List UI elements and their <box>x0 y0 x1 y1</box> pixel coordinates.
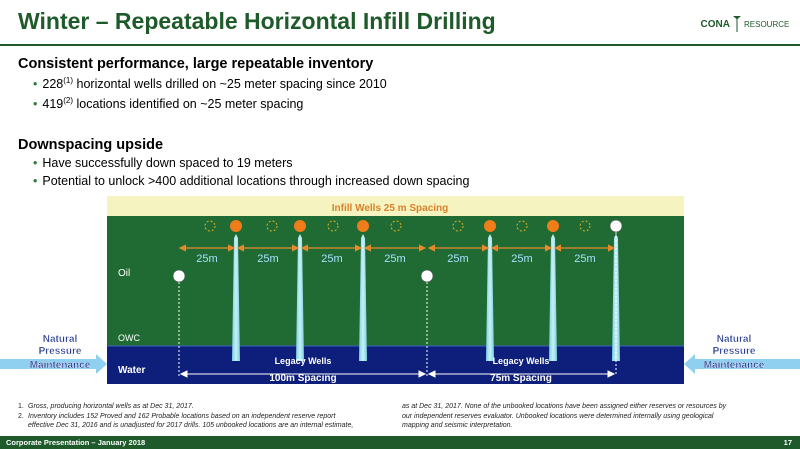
footnote-ref: (1) <box>63 76 74 85</box>
spacing-label: 25m <box>574 253 595 265</box>
bullet-dot-icon: • <box>33 156 38 170</box>
left-side-label-line: Pressure <box>39 346 82 357</box>
spacing-label: 25m <box>447 253 468 265</box>
future-well-icon <box>452 220 464 232</box>
infill-well-icon <box>357 220 369 232</box>
footnote-continuation: mapping and seismic interpretation. <box>402 422 513 429</box>
footnote-1: 1. Gross, producing horizontal wells as a… <box>18 402 378 412</box>
water-zone <box>107 346 684 384</box>
right-side-label-line: Natural <box>717 334 752 345</box>
legacy-right-title: Legacy Wells <box>493 356 550 366</box>
future-well-icon <box>204 220 216 232</box>
left-side-label-line: Natural <box>43 334 78 345</box>
bullet-dot-icon: • <box>33 77 38 92</box>
bullet-value: 419 <box>42 97 64 112</box>
spacing-label: 25m <box>257 253 278 265</box>
page-number: 17 <box>783 438 792 447</box>
bullet-text: locations identified on ~25 meter spacin… <box>73 97 304 112</box>
footnote-text: Inventory includes 152 Proved and 162 Pr… <box>28 412 336 420</box>
infill-plume <box>296 234 304 361</box>
bullet-dot-icon: • <box>33 97 38 112</box>
left-side-label-line: Maintenance <box>30 360 91 371</box>
bullet-value: 228 <box>42 77 64 92</box>
spacing-label: 25m <box>511 253 532 265</box>
future-well-icon <box>327 220 339 232</box>
infill-well-icon <box>484 220 496 232</box>
footnote-continuation: as at Dec 31, 2017. None of the unbooked… <box>402 403 727 410</box>
infill-well-icon <box>294 220 306 232</box>
footnote-number: 1. <box>18 403 24 410</box>
section-heading-inventory: Consistent performance, large repeatable… <box>18 56 374 72</box>
footnote-2: 2. Inventory includes 152 Proved and 162 … <box>18 412 378 422</box>
legacy-right-spacing: 75m Spacing <box>490 373 552 384</box>
infill-wells <box>230 220 559 361</box>
infill-plume <box>232 234 240 361</box>
right-side-label-line: Maintenance <box>704 360 765 371</box>
oil-zone <box>107 196 684 346</box>
infill-well-icon <box>547 220 559 232</box>
banner-label: Infill Wells 25 m Spacing <box>332 203 449 214</box>
future-well-icon <box>579 220 591 232</box>
footnote-text: effective Dec 31, 2016 and is unadjusted… <box>28 422 354 429</box>
infill-drilling-diagram: Infill Wells 25 m Spacing Oil OWC Water <box>0 196 800 384</box>
future-well-icon <box>266 220 278 232</box>
spacing-label: 25m <box>321 253 342 265</box>
zone-owc-label: OWC <box>118 333 140 343</box>
bullet-locations-identified: • 419(2) locations identified on ~25 mete… <box>33 96 303 111</box>
logo-text-right: RESOURCES <box>744 20 790 29</box>
infill-plume <box>549 234 557 361</box>
bullet-text: Potential to unlock >400 additional loca… <box>42 174 470 188</box>
zone-water-label: Water <box>118 365 146 376</box>
future-well-icon <box>516 220 528 232</box>
bullet-text: horizontal wells drilled on ~25 meter sp… <box>73 77 387 92</box>
title-rule <box>0 44 800 46</box>
right-side-label-line: Pressure <box>713 346 756 357</box>
legacy-left-title: Legacy Wells <box>275 356 332 366</box>
footnotes-right: as at Dec 31, 2017. None of the unbooked… <box>402 402 772 431</box>
future-well-icon <box>390 220 402 232</box>
footnote-number: 2. <box>18 412 24 420</box>
footnote-2-cont: effective Dec 31, 2016 and is unadjusted… <box>18 421 378 431</box>
bullet-down-spaced: • Have successfully down spaced to 19 met… <box>33 156 293 170</box>
left-pressure-arrow <box>0 354 107 374</box>
logo-text-left: CONA <box>701 19 730 30</box>
legacy-well-icon <box>609 219 623 233</box>
right-pressure-arrow <box>684 354 800 374</box>
footnotes-left: 1. Gross, producing horizontal wells as a… <box>18 402 378 431</box>
bullet-wells-drilled: • 228(1) horizontal wells drilled on ~25 … <box>33 76 387 91</box>
zone-oil-label: Oil <box>118 268 130 279</box>
bullet-unlock-locations: • Potential to unlock >400 additional loc… <box>33 174 469 188</box>
spacing-labels: 25m 25m 25m 25m 25m 25m 25m <box>196 253 595 265</box>
footnote-continuation: our independent reserves evaluator. Unbo… <box>402 412 714 420</box>
infill-plume <box>486 234 494 361</box>
company-logo: CONA RESOURCES <box>701 16 790 32</box>
logo-nail-icon <box>733 16 741 32</box>
bullet-text: Have successfully down spaced to 19 mete… <box>42 156 293 170</box>
footer-presentation-label: Corporate Presentation – January 2018 <box>6 438 146 447</box>
footnote-ref: (2) <box>63 96 74 105</box>
footnote-text: Gross, producing horizontal wells as at … <box>28 403 194 410</box>
legacy-well-icon <box>420 269 434 283</box>
legacy-well-icon <box>172 269 186 283</box>
future-well-markers <box>204 220 591 232</box>
page-title: Winter – Repeatable Horizontal Infill Dr… <box>18 8 496 34</box>
legacy-wells <box>172 219 623 376</box>
infill-well-icon <box>230 220 242 232</box>
infill-plume <box>359 234 367 361</box>
bullet-dot-icon: • <box>33 174 38 188</box>
legacy-spacing-arrows <box>179 370 616 378</box>
section-heading-downspacing: Downspacing upside <box>18 137 164 153</box>
spacing-label: 25m <box>384 253 405 265</box>
spacing-label: 25m <box>196 253 217 265</box>
footer-bar: Corporate Presentation – January 2018 17 <box>0 436 800 449</box>
legacy-left-spacing: 100m Spacing <box>269 373 336 384</box>
banner-band <box>107 196 684 216</box>
